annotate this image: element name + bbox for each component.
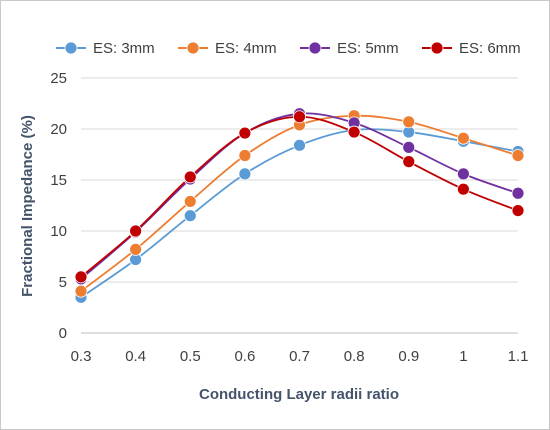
data-point-marker [129, 224, 143, 238]
legend-marker-3 [308, 41, 322, 55]
legend-marker-4 [430, 41, 444, 55]
legend-label-2: ES: 4mm [215, 40, 277, 57]
data-point-marker [456, 131, 470, 145]
data-point-marker [511, 149, 525, 162]
x-tick-label: 1 [459, 348, 467, 365]
x-tick-label: 0.6 [234, 348, 255, 365]
data-point-marker [238, 126, 252, 140]
data-point-marker [402, 155, 416, 169]
legend-label-4: ES: 6mm [459, 40, 521, 57]
y-tick-label: 0 [59, 325, 67, 342]
x-tick-label: 0.3 [71, 348, 92, 365]
y-tick-label: 10 [50, 223, 67, 240]
data-point-marker [74, 284, 88, 298]
data-point-marker [293, 138, 306, 152]
series-markers [74, 107, 525, 304]
data-point-marker [183, 170, 197, 184]
y-tick-label: 20 [50, 121, 67, 138]
legend-marker-2 [186, 41, 200, 55]
legend-label-1: ES: 3mm [93, 40, 155, 57]
x-tick-label: 0.7 [289, 348, 310, 365]
x-tick-label: 1.1 [508, 348, 529, 365]
x-tick-label: 0.8 [344, 348, 365, 365]
gridlines [81, 77, 518, 283]
data-point-marker [238, 149, 252, 162]
x-tick-label: 0.9 [398, 348, 419, 365]
legend: ES: 3mm ES: 4mm ES: 5mm ES: 6mm [56, 40, 521, 57]
data-point-marker [347, 125, 361, 139]
series-line-1 [80, 128, 519, 299]
data-point-marker [402, 140, 416, 154]
data-point-marker [183, 209, 197, 223]
data-point-marker [293, 110, 306, 124]
y-axis-title: Fractional Impedance (%) [19, 115, 36, 297]
legend-marker-1 [64, 41, 78, 55]
data-point-marker [511, 204, 525, 218]
series-line-3 [80, 112, 519, 280]
x-tick-label: 0.4 [125, 348, 146, 365]
data-point-marker [129, 242, 143, 256]
axes: 0 5 10 15 20 25 0.3 0.4 0.5 0.6 0.7 0.8 0.9 1 1.1 [50, 70, 528, 365]
y-tick-label: 25 [50, 70, 67, 87]
data-point-marker [74, 270, 88, 284]
data-point-marker [402, 115, 416, 129]
data-point-marker [456, 167, 470, 181]
y-tick-label: 15 [50, 172, 67, 189]
x-axis-title: Conducting Layer radii ratio [199, 386, 399, 403]
data-point-marker [456, 182, 470, 196]
x-tick-label: 0.5 [180, 348, 201, 365]
y-tick-label: 5 [59, 274, 67, 291]
legend-label-3: ES: 5mm [337, 40, 399, 57]
data-point-marker [238, 167, 252, 181]
data-point-marker [511, 186, 525, 200]
data-point-marker [183, 195, 197, 208]
